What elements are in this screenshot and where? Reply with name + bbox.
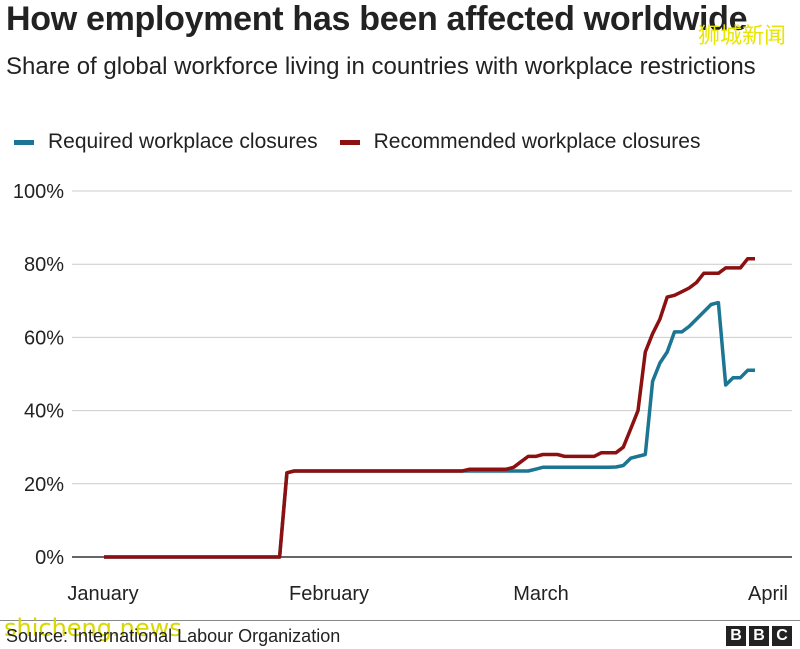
watermark-en: shicheng.news xyxy=(4,614,182,642)
legend-swatch-required xyxy=(14,139,34,145)
bbc-logo: B B C xyxy=(723,626,792,646)
bbc-logo-letter: C xyxy=(772,626,792,646)
chart-title: How employment has been affected worldwi… xyxy=(6,0,748,38)
source-note: Source: International Labour Organizatio… xyxy=(6,626,341,646)
x-tick-label: January xyxy=(67,583,138,605)
legend: Required workplace closures Recommended … xyxy=(14,130,722,154)
legend-swatch-recommended xyxy=(339,139,360,145)
legend-label-recommended: Recommended workplace closures xyxy=(373,130,701,153)
legend-label-required: Required workplace closures xyxy=(48,130,318,153)
x-tick-label: March xyxy=(513,583,569,605)
x-tick-label: April xyxy=(748,583,788,605)
y-tick-label: 40% xyxy=(24,401,64,423)
y-tick-label: 60% xyxy=(24,327,64,349)
legend-item-recommended: Recommended workplace closures xyxy=(339,130,701,154)
y-tick-label: 80% xyxy=(24,254,64,276)
legend-item-required: Required workplace closures xyxy=(14,130,318,154)
y-tick-label: 0% xyxy=(35,547,64,569)
bbc-logo-letter: B xyxy=(726,626,746,646)
x-tick-label: February xyxy=(289,583,369,605)
series-line-required xyxy=(104,300,755,559)
y-tick-label: 100% xyxy=(13,181,64,203)
footer-divider xyxy=(0,620,800,621)
chart-subtitle: Share of global workforce living in coun… xyxy=(6,53,756,80)
line-chart: 0% 20% 40% 60% 80% 100% January February March Ap… xyxy=(13,181,792,605)
bbc-logo-letter: B xyxy=(749,626,769,646)
watermark-cn: 狮城新闻 xyxy=(697,24,786,49)
series-line-recommended xyxy=(104,256,755,559)
y-tick-label: 20% xyxy=(24,474,64,496)
